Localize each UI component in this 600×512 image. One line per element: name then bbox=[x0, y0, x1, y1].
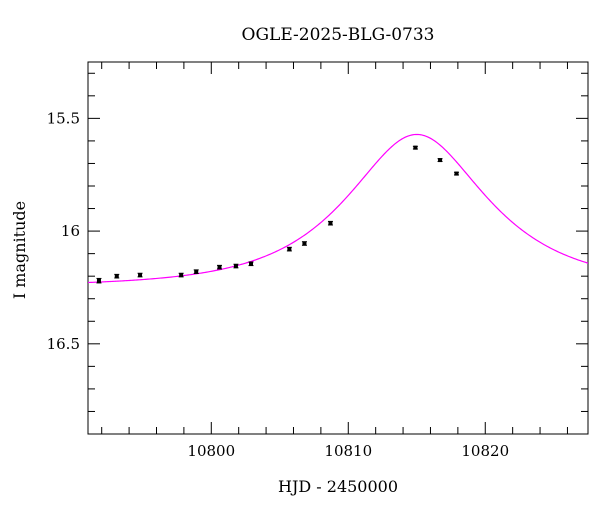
y-axis-label: I magnitude bbox=[10, 201, 29, 299]
data-point bbox=[438, 158, 443, 163]
data-point bbox=[413, 145, 418, 150]
y-tick-label: 16.5 bbox=[47, 335, 80, 353]
x-tick-label: 10810 bbox=[324, 442, 372, 460]
data-point bbox=[194, 269, 199, 274]
x-axis-label: HJD - 2450000 bbox=[278, 477, 398, 496]
data-point bbox=[179, 273, 184, 278]
data-point bbox=[138, 273, 143, 278]
y-tick-label: 15.5 bbox=[47, 109, 80, 127]
data-point bbox=[217, 265, 222, 270]
x-tick-label: 10820 bbox=[461, 442, 509, 460]
model-curve bbox=[87, 133, 589, 284]
chart-title: OGLE-2025-BLG-0733 bbox=[242, 25, 435, 45]
y-tick-label: 16 bbox=[61, 222, 80, 240]
plot-area: 10800 10810 10820 15.5 16 16.5 bbox=[47, 61, 589, 460]
data-point bbox=[328, 221, 333, 226]
data-point bbox=[302, 241, 307, 246]
data-point bbox=[96, 278, 101, 283]
plot-frame bbox=[87, 61, 589, 435]
data-point bbox=[114, 274, 119, 279]
data-point bbox=[287, 247, 292, 252]
data-point bbox=[233, 264, 238, 269]
data-point bbox=[454, 171, 459, 176]
data-point bbox=[249, 261, 254, 266]
x-tick-label: 10800 bbox=[187, 442, 235, 460]
